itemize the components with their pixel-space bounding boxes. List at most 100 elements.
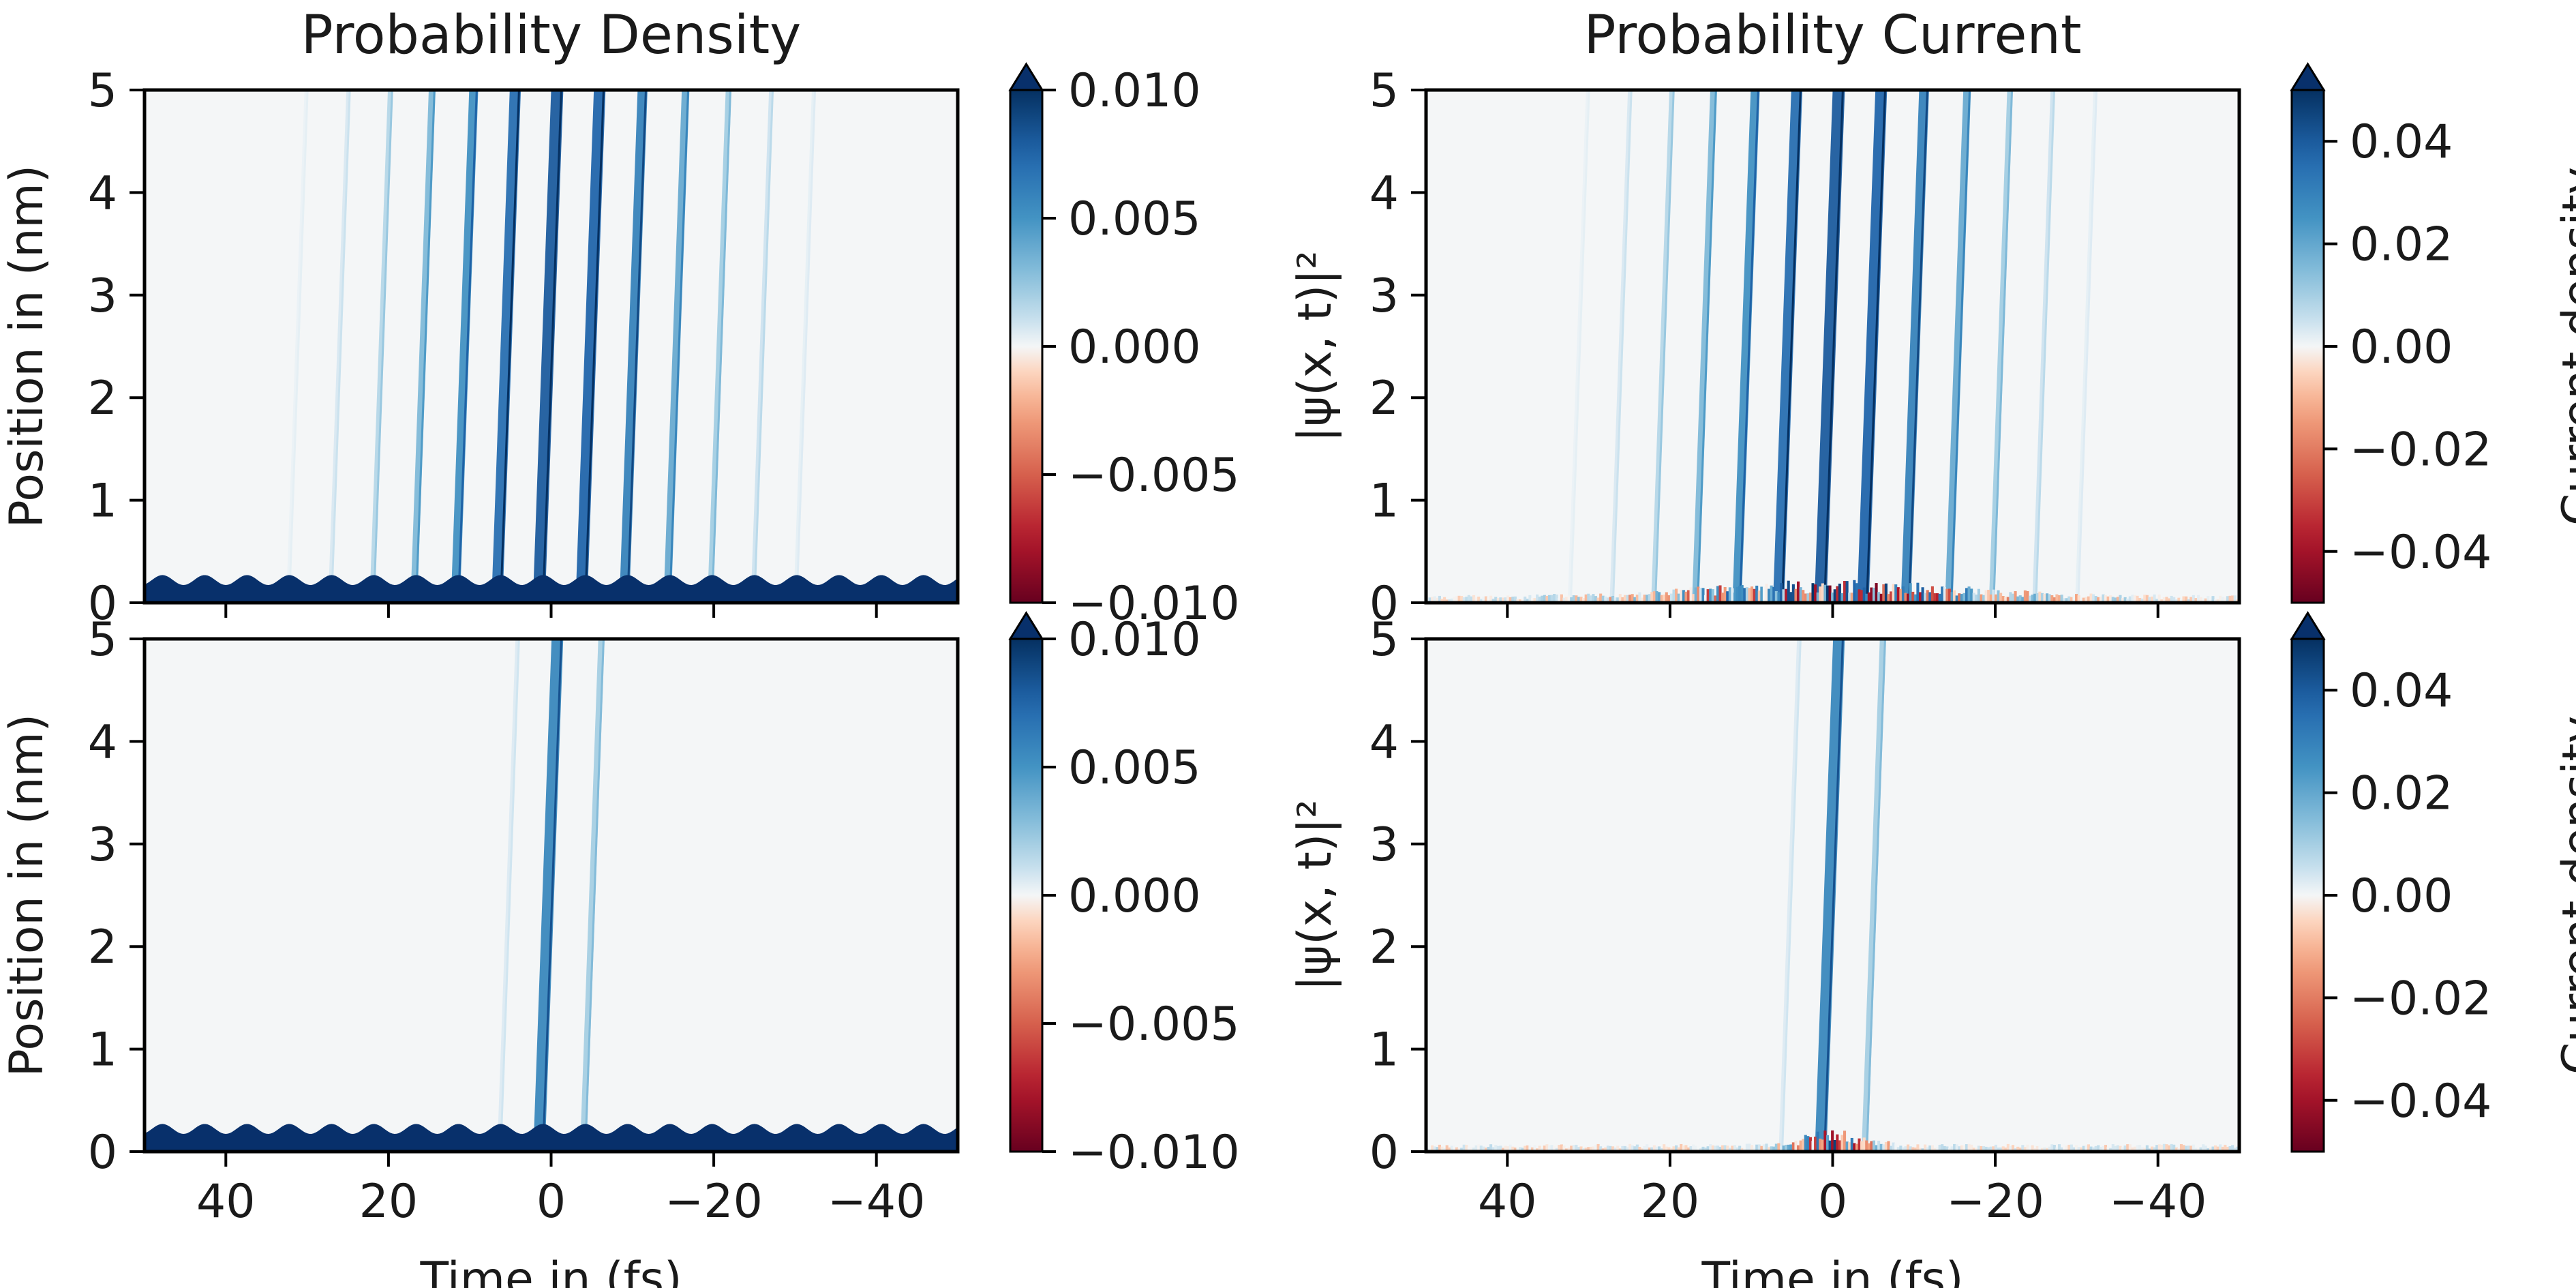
current-noise-cell (1638, 592, 1641, 603)
current-noise-cell (1860, 590, 1864, 603)
current-noise-cell (1884, 1141, 1888, 1152)
current-noise-cell (1999, 593, 2003, 603)
y-tick-label: 4 (1369, 166, 1399, 220)
colorbar-tick-label: −0.02 (2350, 972, 2491, 1025)
current-noise-cell (1982, 1146, 1986, 1152)
current-noise-cell (1899, 1145, 1903, 1152)
current-noise-cell (1814, 1137, 1817, 1152)
current-noise-cell (1740, 585, 1744, 603)
current-noise-cell (1918, 592, 1922, 603)
current-noise-cell (1838, 583, 1841, 603)
current-noise-cell (1460, 596, 1464, 603)
current-noise-cell (1896, 1147, 1900, 1152)
wave-stripe-core (542, 90, 562, 603)
current-noise-cell (1899, 588, 1903, 603)
current-noise-cell (1584, 594, 1588, 603)
current-noise-cell (2075, 1145, 2078, 1152)
current-noise-cell (1867, 1143, 1870, 1152)
current-noise-cell (1936, 1146, 1939, 1152)
current-noise-cell (2099, 596, 2102, 603)
current-noise-cell (2077, 595, 2080, 603)
current-noise-cell (2102, 1146, 2105, 1152)
current-noise-cell (1467, 595, 1470, 603)
current-noise-cell (2065, 598, 2068, 603)
current-noise-cell (1833, 589, 1836, 603)
current-noise-cell (2048, 1146, 2051, 1152)
current-noise-cell (2189, 597, 2193, 603)
current-noise-cell (1635, 595, 1639, 603)
current-noise-cell (2029, 595, 2032, 603)
colorbar (1010, 639, 1042, 1152)
current-noise-cell (1450, 598, 1453, 603)
current-noise-cell (1513, 1148, 1517, 1152)
y-tick-label: 1 (1369, 1023, 1399, 1077)
current-noise-cell (2052, 597, 2056, 603)
current-noise-cell (1765, 1143, 1768, 1152)
current-noise-cell (1577, 1147, 1580, 1152)
colorbar-tick-label: 0.000 (1068, 869, 1201, 923)
current-noise-cell (2063, 598, 2066, 603)
current-noise-cell (1560, 594, 1563, 603)
wave-stripe-core (1992, 90, 2014, 603)
current-noise-cell (2121, 598, 2125, 603)
current-noise-cell (1728, 587, 1731, 603)
wave-stripe-core (1908, 90, 1928, 603)
current-noise-cell (1443, 1148, 1446, 1152)
current-noise-cell (1609, 597, 1612, 603)
current-noise-cell (1945, 588, 1949, 603)
current-noise-cell (1667, 1147, 1671, 1152)
current-noise-cell (2126, 598, 2130, 603)
current-noise-cell (2077, 1147, 2080, 1152)
current-noise-cell (1633, 597, 1637, 603)
current-noise-cell (1484, 1148, 1487, 1152)
current-noise-cell (2165, 597, 2168, 603)
current-noise-cell (1640, 597, 1644, 603)
current-noise-cell (2014, 590, 2017, 603)
current-noise-cell (2001, 1146, 2005, 1152)
current-noise-cell (1689, 587, 1693, 603)
current-noise-cell (1487, 597, 1490, 603)
current-noise-cell (1701, 588, 1705, 603)
current-noise-cell (1872, 1140, 1876, 1152)
current-noise-cell (2219, 1144, 2222, 1152)
colorbar-label: |ψ(x, t)|² (1288, 250, 1342, 442)
current-noise-cell (1774, 590, 1778, 603)
current-noise-cell (1825, 1135, 1830, 1152)
current-noise-cell (1926, 1147, 1929, 1152)
current-noise-cell (1453, 597, 1456, 603)
current-noise-cell (1916, 582, 1920, 603)
wave-stripe-core (1950, 90, 1971, 603)
current-noise-cell (1504, 1145, 1507, 1152)
current-noise-cell (1794, 1140, 1798, 1152)
current-noise-cell (1980, 594, 1983, 603)
current-noise-cell (1465, 597, 1468, 603)
current-noise-cell (1843, 1130, 1847, 1152)
current-noise-cell (1567, 595, 1571, 603)
current-noise-cell (1933, 593, 1937, 603)
current-noise-cell (2216, 1146, 2219, 1152)
current-noise-cell (1984, 1146, 1988, 1152)
current-noise-cell (1516, 599, 1519, 603)
current-noise-cell (1751, 586, 1754, 603)
current-noise-cell (1428, 1144, 1431, 1152)
current-noise-cell (2072, 595, 2076, 603)
current-noise-cell (1606, 1145, 1609, 1152)
current-noise-cell (2011, 1145, 2015, 1152)
x-axis-label: Time in (fs) (419, 1253, 682, 1288)
current-noise-cell (2121, 1147, 2125, 1152)
current-noise-cell (1877, 592, 1881, 603)
current-noise-cell (1470, 596, 1473, 603)
panel-bottom-left: 40 20 0 −20 −40 0 1 2 3 4 5 Position in (nm) Time in… (0, 611, 1342, 1288)
current-noise-cell (1613, 1148, 1617, 1152)
current-noise-cell (1945, 1146, 1949, 1152)
current-noise-cell (2116, 1145, 2119, 1152)
current-noise-cell (2004, 1147, 2007, 1152)
current-noise-cell (1838, 1140, 1841, 1152)
current-noise-cell (2050, 595, 2054, 603)
y-tick-label: 3 (88, 818, 117, 872)
current-noise-cell (2211, 1146, 2215, 1152)
current-noise-cell (1613, 597, 1617, 603)
current-noise-cell (2189, 1145, 2193, 1152)
current-noise-cell (2085, 1145, 2088, 1152)
current-noise-cell (1875, 1145, 1878, 1152)
